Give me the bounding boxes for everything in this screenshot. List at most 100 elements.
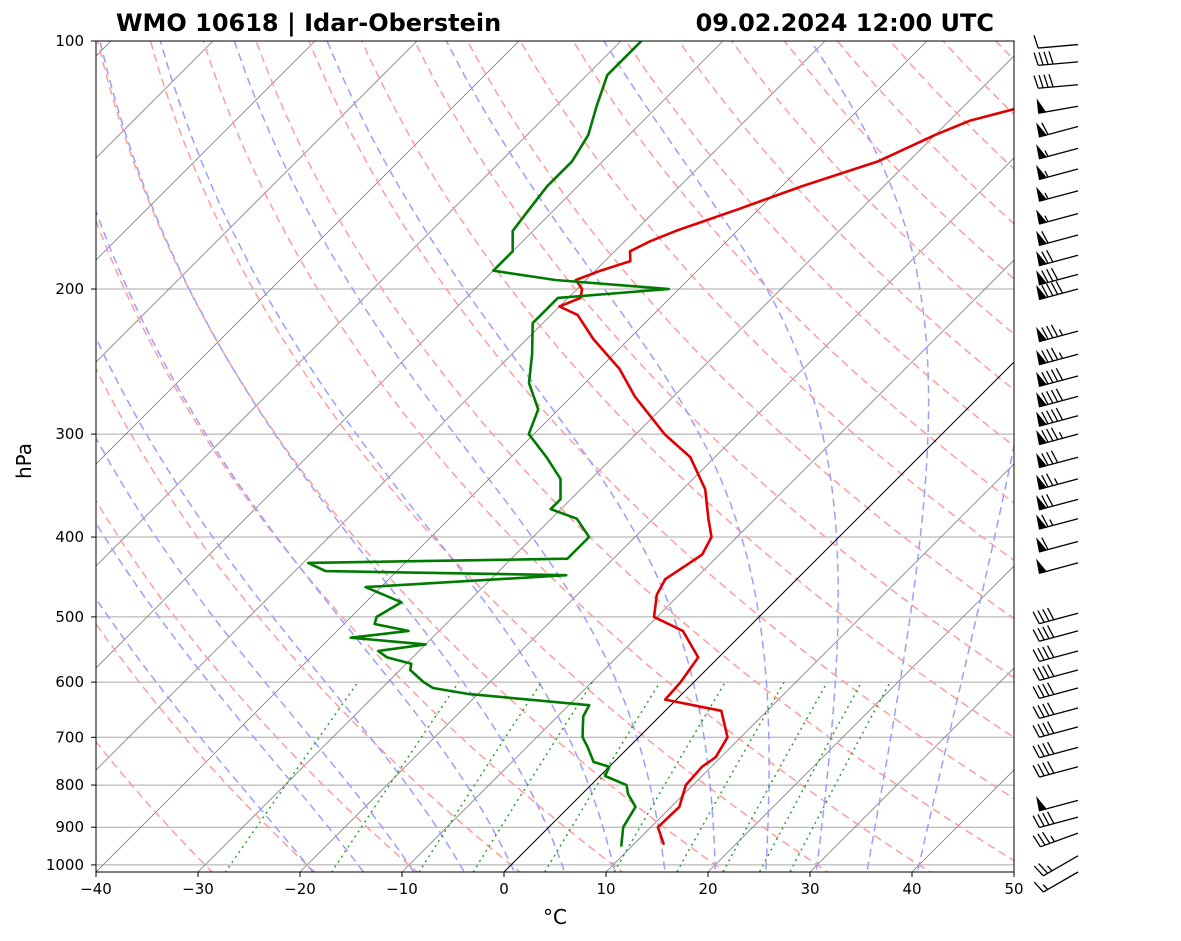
dry-adiabat-line	[255, 41, 1014, 862]
mixing-ratio-line	[613, 681, 726, 872]
wind-barb	[1032, 811, 1079, 829]
dry-adiabat-line	[96, 740, 214, 872]
chart-title-datetime: 09.02.2024 12:00 UTC	[696, 9, 994, 37]
temperature-profile-line	[558, 107, 1014, 846]
x-tick-label: −40	[80, 880, 112, 898]
wind-barb	[1036, 473, 1079, 490]
dry-adiabat-line	[149, 41, 829, 872]
wind-barb	[1032, 682, 1079, 700]
x-axis-ticks: −40 −30 −20 −10 0 10 20 30 40 50	[80, 872, 1024, 898]
wind-barb	[1036, 249, 1079, 267]
isotherm-line	[96, 41, 622, 567]
moist-adiabat-line	[603, 41, 839, 872]
dry-adiabat-line	[466, 41, 1014, 620]
mixing-ratio-line	[722, 681, 828, 872]
chart-title-station: WMO 10618 | Idar-Oberstein	[116, 9, 501, 37]
dry-adiabat-line	[202, 41, 932, 872]
wind-barb	[1036, 427, 1079, 446]
moist-adiabat-line	[233, 41, 666, 872]
wind-barb	[1032, 721, 1079, 738]
wind-barb	[1036, 368, 1079, 387]
wind-barb	[1033, 35, 1079, 49]
wind-barb	[1036, 324, 1079, 343]
mixing-ratio-line	[224, 681, 359, 872]
wind-barb	[1032, 831, 1079, 848]
dry-adiabat-line	[96, 499, 419, 872]
dry-adiabat-line	[96, 622, 316, 872]
wind-barb	[1032, 625, 1079, 642]
wind-barb	[1036, 493, 1079, 511]
dry-adiabats	[96, 41, 1014, 872]
wind-barb-column	[1032, 35, 1079, 893]
y-tick-label: 700	[55, 728, 84, 746]
wind-barb	[1036, 407, 1079, 427]
x-tick-label: 20	[698, 880, 717, 898]
x-tick-label: 10	[596, 880, 615, 898]
wind-barb	[1032, 741, 1079, 759]
moist-adiabat-line	[810, 41, 930, 872]
moist-adiabats	[96, 41, 1014, 872]
moist-adiabat-line	[159, 41, 616, 872]
mixing-ratio-line	[758, 681, 863, 872]
x-tick-label: −10	[386, 880, 418, 898]
moist-adiabat-line	[99, 41, 566, 872]
dry-adiabat-line	[625, 41, 1014, 447]
dry-adiabat-line	[96, 367, 522, 872]
y-tick-label: 300	[55, 425, 84, 443]
wind-barb	[1036, 209, 1079, 225]
isotherm-line	[96, 41, 316, 261]
wind-barb	[1036, 450, 1079, 469]
y-axis-ticks: 100 200 300 400 500 600 700 800 900 1000	[46, 32, 96, 874]
mixing-ratio-line	[330, 681, 460, 872]
wind-barb	[1033, 855, 1079, 877]
mixing-ratio-line	[543, 681, 661, 872]
wind-barb	[1036, 347, 1079, 366]
dry-adiabat-line	[413, 41, 1014, 679]
mixing-ratio-line	[418, 681, 542, 872]
moist-adiabat-line	[96, 436, 415, 872]
wind-barb	[1033, 871, 1079, 893]
wind-barb	[1036, 98, 1079, 114]
dry-adiabat-line	[360, 41, 1014, 739]
wind-barb	[1036, 230, 1079, 247]
wind-barb	[1036, 144, 1079, 160]
plot-frame	[95, 40, 1015, 873]
wind-barb	[1033, 74, 1079, 89]
isotherm-line	[96, 41, 928, 872]
wind-barb	[1032, 702, 1079, 719]
dry-adiabat-line	[96, 218, 624, 872]
isotherm-line	[299, 157, 1014, 872]
y-tick-label: 800	[55, 776, 84, 794]
y-axis-label: hPa	[12, 443, 36, 479]
wind-barb	[1032, 607, 1079, 625]
isotherm-line	[96, 41, 418, 363]
moist-adiabat-line	[445, 41, 770, 872]
wind-barb	[1033, 51, 1079, 66]
dry-adiabat-line	[96, 41, 727, 872]
x-tick-label: 0	[499, 880, 509, 898]
plot-area	[96, 41, 1014, 872]
sounding-profiles	[306, 41, 1014, 847]
isotherm-line	[96, 41, 724, 669]
wind-barb	[1036, 267, 1079, 286]
y-tick-label: 1000	[46, 856, 84, 874]
moist-adiabat-line	[916, 441, 1014, 872]
y-tick-label: 600	[55, 673, 84, 691]
x-tick-label: −20	[284, 880, 316, 898]
mixing-ratio-line	[472, 681, 594, 872]
moist-adiabat-line	[96, 336, 466, 872]
wind-barb	[1036, 186, 1079, 202]
isotherm-line	[401, 259, 1014, 872]
y-tick-label: 100	[55, 32, 84, 50]
mixing-ratio-lines	[224, 681, 891, 872]
isotherm-line	[707, 565, 1014, 872]
x-tick-label: −30	[182, 880, 214, 898]
x-tick-label: 30	[800, 880, 819, 898]
wind-barb	[1036, 558, 1079, 574]
isotherm-line	[96, 41, 826, 771]
dry-adiabat-line	[308, 41, 1014, 800]
zero-isotherm-line	[503, 361, 1014, 872]
wind-barb	[1036, 388, 1079, 408]
